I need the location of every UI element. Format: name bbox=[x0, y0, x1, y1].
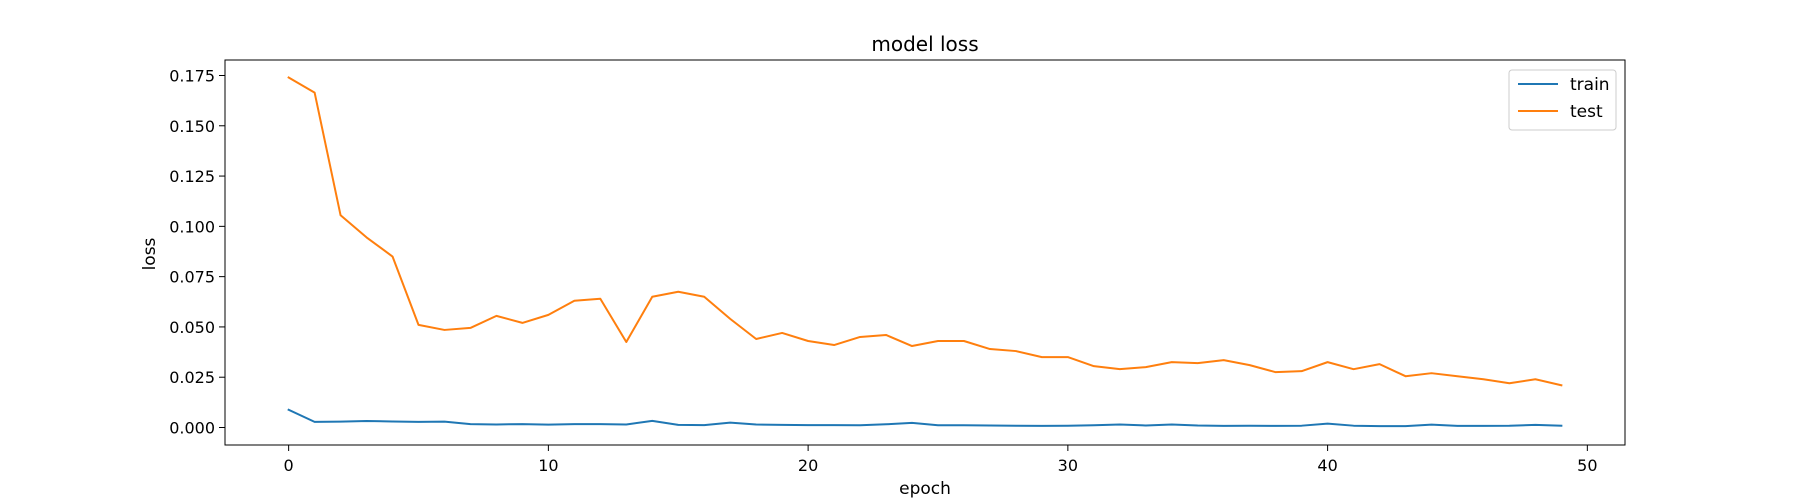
y-tick-label: 0.125 bbox=[169, 167, 215, 186]
y-tick-label: 0.175 bbox=[169, 66, 215, 85]
y-axis: 0.000 0.025 0.050 0.075 0.100 0.125 0.150 0.175 bbox=[169, 66, 225, 438]
x-axis: 0 10 20 30 40 50 bbox=[284, 445, 1598, 475]
legend-label-train: train bbox=[1570, 75, 1610, 95]
plot-frame bbox=[224, 59, 1626, 446]
series-line-test bbox=[287, 76, 1563, 387]
plot-area bbox=[287, 76, 1563, 428]
x-axis-title: epoch bbox=[899, 479, 951, 499]
y-axis-title: loss bbox=[140, 237, 160, 270]
y-tick-label: 0.075 bbox=[169, 268, 215, 287]
y-tick-label: 0.150 bbox=[169, 117, 215, 136]
x-tick-label: 20 bbox=[798, 456, 818, 475]
y-tick-label: 0.100 bbox=[169, 217, 215, 236]
legend: train test bbox=[1508, 69, 1617, 131]
legend-label-test: test bbox=[1570, 102, 1603, 122]
x-tick-label: 30 bbox=[1058, 456, 1078, 475]
x-tick-label: 50 bbox=[1577, 456, 1597, 475]
series-line-train bbox=[287, 408, 1563, 428]
y-tick-label: 0.025 bbox=[169, 368, 215, 387]
y-tick-label: 0.050 bbox=[169, 318, 215, 337]
x-tick-label: 10 bbox=[538, 456, 558, 475]
x-tick-label: 0 bbox=[284, 456, 294, 475]
chart-title: model loss bbox=[871, 32, 978, 56]
y-tick-label: 0.000 bbox=[169, 419, 215, 438]
x-tick-label: 40 bbox=[1317, 456, 1337, 475]
